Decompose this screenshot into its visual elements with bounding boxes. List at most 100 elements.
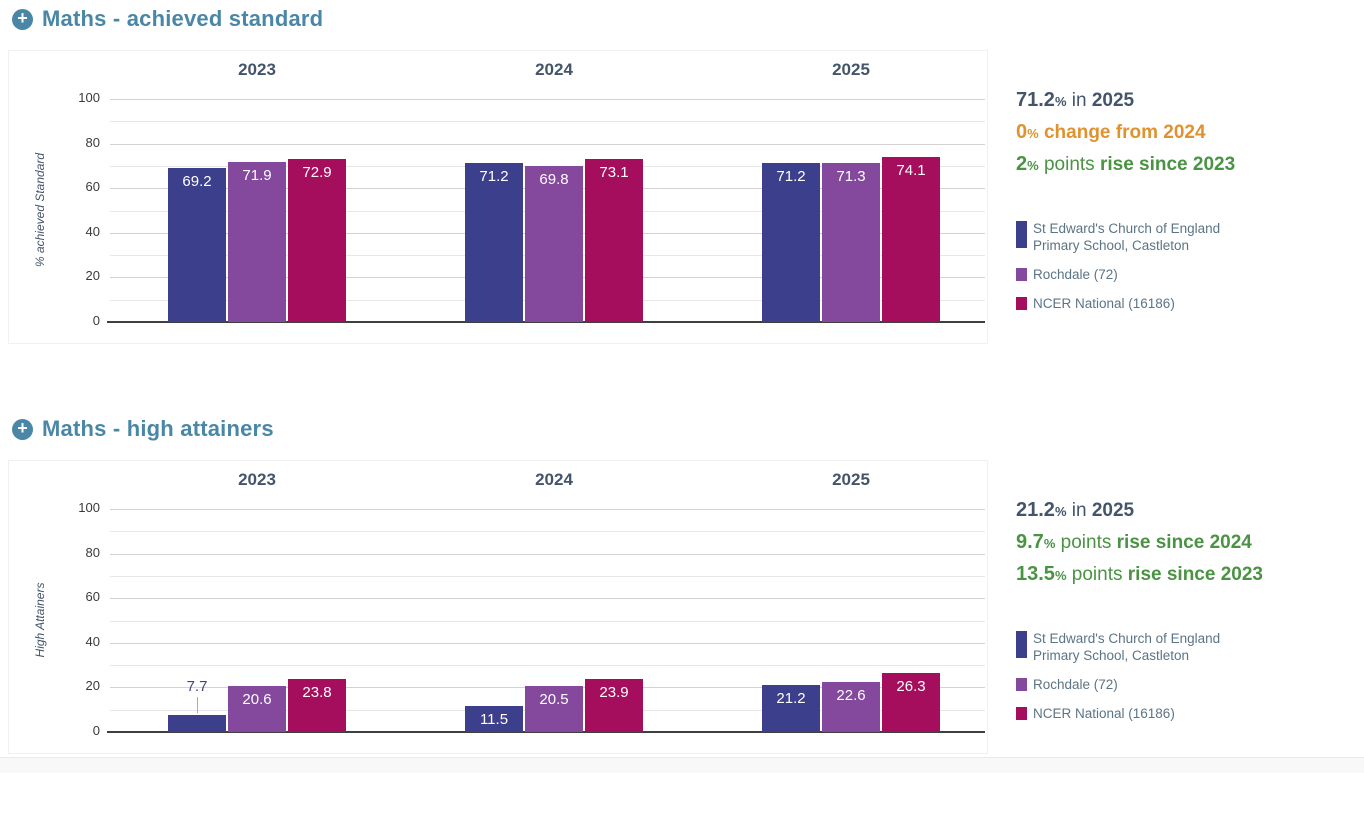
legend-marker — [1016, 297, 1027, 310]
summary-value: 9.7 — [1016, 531, 1044, 553]
y-axis-title: % achieved Standard — [33, 152, 47, 268]
summary-percent-sign: % — [1027, 126, 1039, 141]
plus-circle-expand-icon[interactable] — [12, 8, 33, 30]
legend-item: NCER National (16186) — [1016, 295, 1364, 312]
bar-series-2[interactable]: 23.8 — [288, 678, 346, 732]
summary-text-bold: 2025 — [1091, 500, 1135, 521]
y-axis-tick: 0 — [92, 723, 100, 738]
section-header: Maths - high attainers — [12, 416, 274, 442]
chart-section-high-attainers: Maths - high attainers 2023 2024 2025 0 20 40 6… — [0, 410, 1364, 820]
x-axis-line — [107, 321, 985, 323]
legend: St Edward's Church of England Primary Sc… — [1016, 630, 1364, 734]
plot-area: 0 20 40 60 80 100 69.2 71.2 71.2 71.9 69.8 71.3 72.9… — [78, 90, 985, 328]
bar-value-label: 26.3 — [896, 678, 926, 696]
year-header: 2023 — [238, 60, 276, 79]
bar-value-label: 71.9 — [242, 166, 272, 184]
bar-series-0[interactable] — [168, 714, 226, 732]
bar-value-label: 21.2 — [776, 689, 806, 707]
bar-series-0[interactable]: 69.2 — [168, 167, 226, 322]
gridline — [110, 143, 985, 145]
chart-section-achieved-standard: Maths - achieved standard202320242025020… — [0, 0, 1364, 410]
summary-text: points — [1066, 564, 1128, 585]
bar-series-2[interactable]: 72.9 — [288, 159, 346, 322]
legend-item: St Edward's Church of England Primary Sc… — [1016, 630, 1364, 664]
gridline — [110, 620, 985, 622]
bar-series-0[interactable]: 11.5 — [465, 706, 523, 732]
legend-label: Rochdale (72) — [1033, 267, 1118, 282]
summary-value: 71.2 — [1016, 89, 1055, 111]
gridline — [110, 509, 985, 510]
y-axis-tick: 20 — [85, 678, 100, 694]
bar-series-1[interactable]: 71.3 — [822, 163, 880, 322]
bar-chart: 2023 2024 2025 0 20 40 60 80 100 69.2 71.2 71.2 71.9… — [0, 50, 990, 350]
summary-value: 21.2 — [1016, 499, 1055, 521]
gridline — [110, 99, 985, 100]
summary-value: 0 — [1016, 121, 1028, 143]
bar-series-1[interactable]: 69.8 — [525, 166, 583, 322]
bar-series-0[interactable]: 71.2 — [465, 163, 523, 322]
bar-value-label: 11.5 — [479, 711, 509, 729]
bar-value-label: 71.3 — [836, 168, 866, 186]
bar-series-0[interactable]: 21.2 — [762, 684, 820, 732]
bar-value-label: 7.7 — [186, 677, 208, 695]
gridline — [110, 598, 985, 600]
summary-percent-sign: % — [1054, 94, 1067, 109]
gridline — [110, 121, 985, 123]
bar-series-1[interactable]: 22.6 — [822, 681, 880, 732]
legend-item: NCER National (16186) — [1016, 705, 1364, 722]
legend-label: NCER National (16186) — [1033, 296, 1175, 311]
y-axis-tick: 80 — [85, 544, 100, 560]
bar-series-1[interactable]: 20.6 — [228, 686, 286, 732]
bar-value-label: 69.8 — [539, 171, 569, 189]
bar-value-label: 72.9 — [302, 164, 332, 182]
summary-percent-sign: % — [1043, 536, 1056, 551]
bar-value-label: 71.2 — [776, 168, 806, 186]
legend-marker — [1016, 221, 1027, 248]
legend-label: Rochdale (72) — [1033, 677, 1118, 692]
bar-value-label: 69.2 — [182, 172, 212, 190]
bar-series-2[interactable]: 23.9 — [585, 678, 643, 732]
y-axis-tick: 40 — [85, 633, 100, 649]
label-connector-line — [197, 696, 198, 713]
legend-marker — [1016, 268, 1027, 281]
summary-text-bold: rise since 2023 — [1127, 564, 1263, 585]
bar-series-1[interactable]: 20.5 — [525, 686, 583, 732]
summary-line: 2% points rise since 2023 — [1016, 148, 1364, 180]
year-header: 2025 — [832, 470, 870, 489]
bar-series-1[interactable]: 71.9 — [228, 161, 286, 322]
y-axis-tick: 60 — [85, 179, 100, 195]
bar-value-label: 73.1 — [599, 164, 629, 181]
summary-line: 13.5% points rise since 2023 — [1016, 558, 1364, 590]
summary-text-bold: rise since 2023 — [1099, 154, 1236, 175]
summary-text-bold: rise since 2024 — [1116, 532, 1252, 553]
bar-series-2[interactable]: 73.1 — [585, 159, 643, 322]
bar-value-label: 23.9 — [599, 683, 629, 701]
legend-label: St Edward's Church of England Primary Sc… — [1033, 221, 1221, 253]
summary-value: 2 — [1016, 153, 1028, 175]
x-axis-line — [107, 731, 985, 733]
y-axis-title: High Attainers — [33, 582, 47, 658]
gridline — [110, 642, 985, 644]
legend-marker — [1016, 707, 1027, 720]
summary-panel: 71.2% in 2025 0% change from 2024 2% point… — [1016, 84, 1364, 180]
section-title: Maths - achieved standard — [42, 6, 324, 31]
y-axis-tick: 60 — [85, 589, 100, 605]
summary-value: 13.5 — [1016, 563, 1055, 585]
summary-text: points — [1038, 154, 1100, 175]
bar-value-label: 74.1 — [896, 161, 926, 179]
bar-chart: 2023 2024 2025 0 20 40 60 80 100 7.7 11.5 21.2 20.6 2… — [0, 460, 990, 760]
year-header: 2023 — [238, 470, 276, 489]
bar-series-0[interactable]: 71.2 — [762, 163, 820, 322]
y-axis-tick: 0 — [92, 313, 100, 328]
legend-item: St Edward's Church of England Primary Sc… — [1016, 220, 1364, 254]
year-header: 2024 — [535, 470, 573, 489]
y-axis-tick: 40 — [85, 223, 100, 239]
bar-value-label: 22.6 — [836, 686, 866, 704]
bar-series-2[interactable]: 26.3 — [882, 673, 940, 732]
summary-line: 21.2% in 2025 — [1016, 494, 1364, 526]
legend-item: Rochdale (72) — [1016, 266, 1364, 283]
summary-percent-sign: % — [1054, 504, 1067, 519]
bar-series-2[interactable]: 74.1 — [882, 156, 940, 322]
plus-circle-expand-icon[interactable] — [12, 418, 33, 440]
summary-text: in — [1066, 90, 1092, 111]
